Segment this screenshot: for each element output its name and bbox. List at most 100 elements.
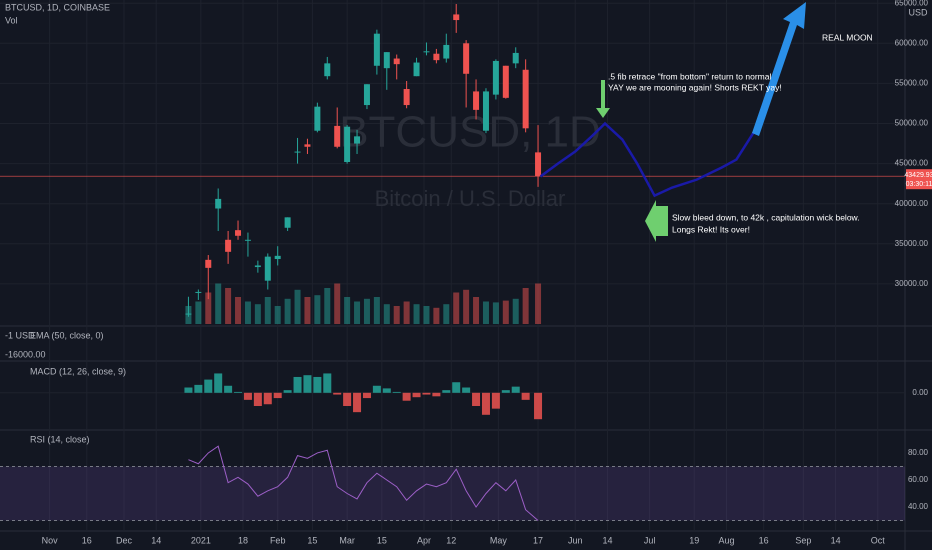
volume-bar	[393, 306, 400, 324]
candle-body	[522, 69, 529, 129]
watermark: BTCUSD, 1D	[339, 108, 601, 157]
x-tick-label: 16	[82, 535, 92, 545]
x-tick-label: Sep	[795, 535, 811, 545]
y-tick-label: 40.00	[908, 502, 929, 511]
y-tick-label: 30000.00	[895, 279, 929, 288]
candle-body	[473, 91, 480, 110]
candle-body	[492, 60, 499, 95]
candle-body	[215, 198, 222, 209]
y-tick-label: 0.00	[912, 388, 928, 397]
plot	[0, 4, 905, 522]
watermark-sub: Bitcoin / U.S. Dollar	[375, 186, 566, 211]
candle-body	[433, 53, 440, 61]
x-tick-label: 17	[533, 535, 543, 545]
volume-bar	[324, 288, 331, 324]
x-tick-label: 15	[307, 535, 317, 545]
candle-body	[254, 265, 261, 268]
x-tick-label: 16	[759, 535, 769, 545]
candle-body	[383, 52, 390, 69]
candle-body	[373, 33, 380, 66]
volume-bar	[413, 304, 420, 324]
candle-body	[334, 125, 341, 147]
y-tick-label: 50000.00	[895, 119, 929, 128]
volume-bar	[284, 298, 291, 324]
x-tick-label: 15	[377, 535, 387, 545]
green-arrow	[596, 80, 610, 118]
macd-bar	[491, 392, 500, 409]
candle-body	[264, 256, 271, 281]
volume-bar	[235, 297, 242, 324]
y-tick-label: 40000.00	[895, 199, 929, 208]
macd-bar	[263, 392, 272, 405]
macd-bar	[442, 390, 451, 393]
macd-bar	[432, 392, 441, 397]
macd-bar	[422, 392, 431, 395]
candle-body	[274, 255, 281, 260]
candle-body	[423, 51, 430, 53]
macd-bar	[472, 392, 481, 406]
macd-bar	[481, 392, 490, 415]
candle-body	[304, 144, 311, 147]
rsi-label: RSI (14, close)	[30, 434, 90, 444]
volume-bar	[492, 302, 499, 324]
candle-body	[393, 58, 400, 65]
vol-label: Vol	[5, 15, 18, 25]
x-tick-label: May	[490, 535, 508, 545]
macd-bar	[392, 391, 401, 393]
macd-bar	[234, 391, 243, 393]
volume-bar	[502, 300, 509, 324]
volume-bar	[225, 288, 232, 324]
projection-line	[539, 121, 755, 198]
x-tick-label: 18	[238, 535, 248, 545]
candle-body	[205, 259, 212, 268]
ema-tick: -16000.00	[5, 349, 46, 359]
macd-bar	[402, 392, 411, 401]
volume-bar	[215, 283, 222, 324]
x-tick-label: Nov	[42, 535, 59, 545]
y-tick-label: 35000.00	[895, 239, 929, 248]
macd-bar	[273, 392, 282, 399]
y-tick-label: 80.00	[908, 448, 929, 457]
countdown: 03:30:11	[906, 181, 932, 188]
symbol: BTCUSD, 1D, COINBASE	[5, 2, 110, 12]
macd-bar	[323, 373, 332, 393]
volume-bar	[473, 297, 480, 324]
macd-bar	[412, 392, 421, 398]
volume-bar	[254, 304, 261, 324]
volume-bar	[433, 307, 440, 324]
macd-bar	[382, 388, 391, 393]
ema-unit: -1 USD	[5, 330, 35, 340]
volume-bar	[344, 297, 351, 324]
x-tick-label: 12	[446, 535, 456, 545]
annotation: REAL MOON	[822, 32, 873, 42]
volume-bar	[453, 292, 460, 324]
volume-bar	[304, 297, 311, 324]
x-tick-label: Aug	[718, 535, 734, 545]
green-arrow	[645, 200, 668, 242]
volume-bar	[373, 297, 380, 324]
candle-body	[244, 239, 251, 241]
volume-bar	[274, 306, 281, 324]
y-tick-label: 45000.00	[895, 159, 929, 168]
volume-bar	[403, 301, 410, 324]
macd-bar	[243, 392, 252, 400]
candle-body	[354, 136, 361, 144]
macd-label: MACD (12, 26, close, 9)	[30, 366, 126, 376]
y-tick-label: 60.00	[908, 475, 929, 484]
candle-body	[235, 230, 242, 236]
macd-bar	[521, 392, 530, 400]
x-tick-label: Dec	[116, 535, 133, 545]
macd-bar	[462, 387, 471, 393]
macd-bar	[214, 373, 223, 393]
volume-bar	[294, 289, 301, 324]
candle-body	[512, 52, 519, 64]
macd-bar	[511, 386, 520, 393]
candle-body	[502, 65, 509, 98]
macd-bar	[224, 385, 233, 393]
macd-bar	[313, 376, 322, 393]
volume-bar	[383, 304, 390, 324]
x-tick-label: Jun	[568, 535, 583, 545]
candle-body	[324, 63, 331, 77]
annotation: Longs Rekt! Its over!	[672, 224, 750, 234]
